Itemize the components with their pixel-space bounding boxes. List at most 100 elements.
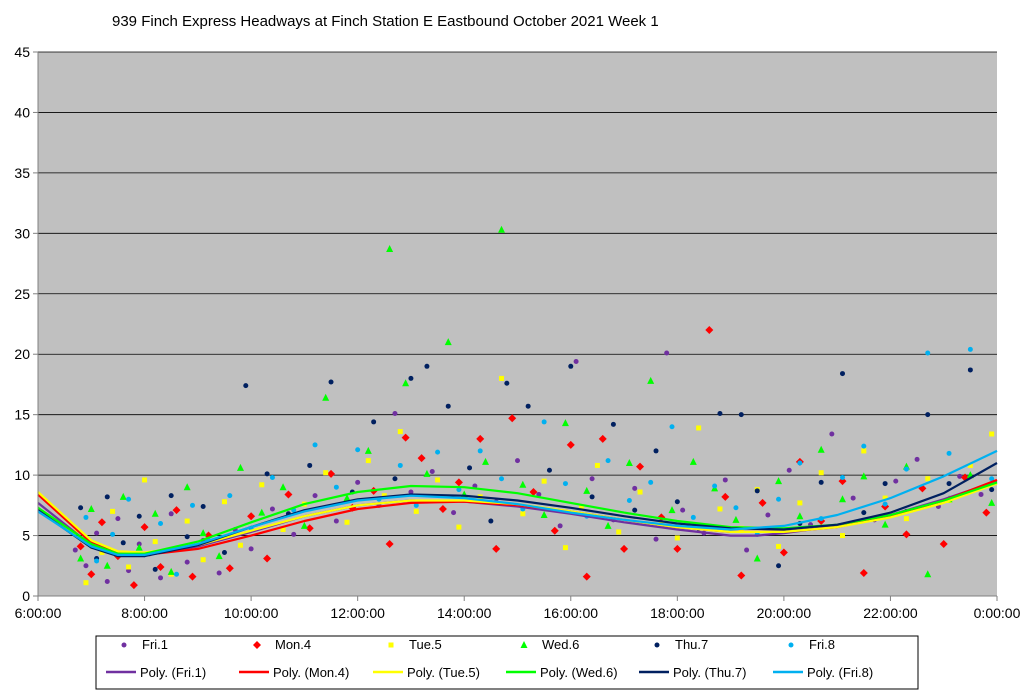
y-tick-label: 30 [14, 225, 30, 241]
y-tick-label: 35 [14, 165, 30, 181]
data-point [546, 467, 552, 473]
data-point [300, 521, 308, 529]
data-point [364, 446, 372, 454]
data-point [653, 448, 659, 454]
data-point [83, 514, 89, 520]
data-point [818, 479, 824, 485]
data-point [429, 468, 435, 474]
data-point [744, 547, 750, 553]
data-point [445, 403, 451, 409]
legend-marker [788, 642, 794, 648]
data-point [190, 502, 196, 508]
data-point [882, 495, 888, 501]
data-point [156, 562, 165, 571]
data-point [110, 531, 116, 537]
data-point [371, 419, 377, 425]
data-point [519, 480, 527, 488]
data-point [343, 494, 351, 502]
data-point [893, 478, 899, 484]
data-point [435, 449, 441, 455]
y-tick-label: 10 [14, 467, 30, 483]
data-point [499, 476, 505, 482]
data-point [903, 516, 909, 522]
data-point [87, 570, 96, 579]
data-point [669, 424, 675, 430]
data-point [136, 513, 142, 519]
data-point [776, 563, 782, 569]
data-point [140, 523, 149, 532]
data-point [632, 485, 638, 491]
data-point [120, 540, 126, 546]
data-point [438, 504, 447, 513]
data-point [536, 491, 542, 497]
data-point [119, 492, 127, 500]
data-point [386, 245, 394, 253]
data-point [498, 225, 506, 233]
data-point [550, 526, 559, 535]
data-point [151, 509, 159, 517]
data-point [860, 472, 868, 480]
data-point [392, 410, 398, 416]
data-point [413, 502, 419, 508]
data-point [158, 575, 164, 581]
data-point [492, 544, 501, 553]
data-point [946, 450, 952, 456]
data-point [732, 515, 740, 523]
data-point [626, 497, 632, 503]
data-point [838, 477, 847, 486]
data-point [776, 496, 782, 502]
data-point [467, 465, 473, 471]
data-point [401, 433, 410, 442]
data-point [817, 445, 825, 453]
y-axis-ticks: 0 5 10 15 20 25 30 35 40 45 [14, 44, 38, 604]
data-point [705, 326, 714, 335]
data-point [925, 476, 931, 482]
data-point [269, 475, 275, 481]
data-point [269, 506, 275, 512]
data-point [103, 561, 111, 569]
data-point [456, 524, 462, 530]
data-point [632, 507, 638, 513]
legend-marker [121, 642, 127, 648]
data-point [248, 546, 254, 552]
data-point [94, 558, 100, 564]
data-point [989, 487, 995, 493]
data-point [200, 557, 206, 563]
data-point [861, 448, 867, 454]
data-point [188, 572, 197, 581]
data-point [327, 469, 336, 478]
legend-items: Fri.1 Mon.4 Tue.5 Wed.6 Thu.7 Fri.8 Poly. (Fri… [106, 637, 873, 680]
data-point [674, 535, 680, 541]
legend-label: Fri.1 [142, 637, 168, 652]
data-point [381, 493, 387, 499]
trendline [37, 462, 998, 558]
data-point [451, 510, 457, 516]
data-point [99, 549, 105, 555]
x-tick-label: 12:00:00 [330, 605, 385, 621]
data-point [653, 536, 659, 542]
data-point [284, 490, 293, 499]
data-point [776, 543, 782, 549]
data-point [183, 483, 191, 491]
data-point [989, 476, 995, 482]
x-tick-label: 18:00:00 [650, 605, 705, 621]
data-point [541, 478, 547, 484]
legend-marker [654, 642, 660, 648]
data-point [263, 554, 272, 563]
data-point [305, 524, 314, 533]
data-point [753, 554, 761, 562]
data-point [444, 338, 452, 346]
x-axis-ticks: 6:00:00 8:00:00 10:00:00 12:00:00 14:00:00 16… [15, 596, 1021, 621]
data-point [488, 518, 494, 524]
data-point [775, 477, 783, 485]
data-point [402, 379, 410, 387]
data-point [476, 434, 485, 443]
data-point [604, 521, 612, 529]
data-point [221, 549, 227, 555]
data-point [280, 527, 286, 533]
data-point [881, 520, 889, 528]
x-tick-label: 8:00:00 [121, 605, 168, 621]
data-point [540, 511, 548, 519]
data-point [696, 425, 702, 431]
data-point [312, 442, 318, 448]
